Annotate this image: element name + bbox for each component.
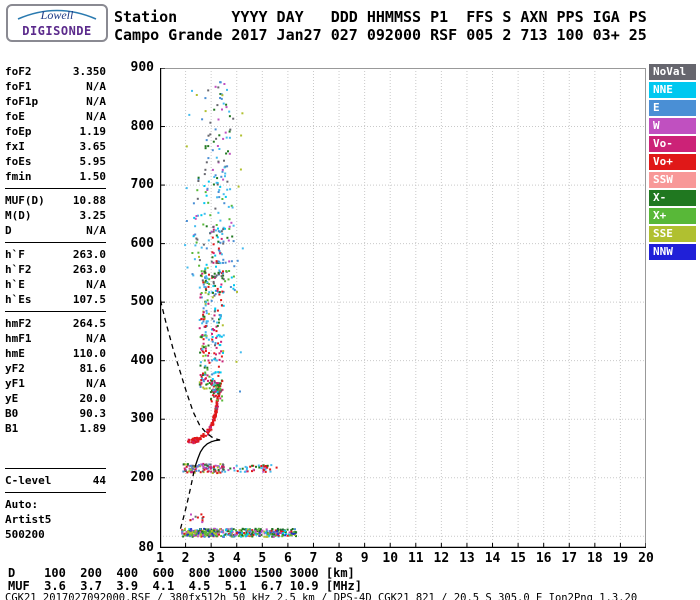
echo-points <box>181 81 298 538</box>
legend: NoVal NNE E W Vo- Vo+ SSW X- X+ SSE NNW <box>649 64 697 262</box>
y-tick-label: 80 <box>138 540 154 555</box>
distance-row: D 100 200 400 600 800 1000 1500 3000 [km… <box>8 566 355 580</box>
legend-item-noval: NoVal <box>649 64 696 80</box>
x-tick-label: 8 <box>335 551 343 566</box>
param-ye: yE 20.0 <box>5 392 106 405</box>
legend-item-nne: NNE <box>649 82 696 98</box>
x-tick-label: 19 <box>612 551 629 566</box>
param-hes: h`Es 107.5 <box>5 293 106 306</box>
x-tick-label: 1 <box>156 551 164 566</box>
param-fof1: foF1 N/A <box>5 80 106 93</box>
y-tick-label: 700 <box>130 177 154 193</box>
x-tick-label: 17 <box>561 551 578 566</box>
param-auto: Auto: <box>5 498 39 511</box>
legend-item-e: E <box>649 100 696 116</box>
param-yf1: yF1 N/A <box>5 377 106 390</box>
param-mufd: MUF(D) 10.88 <box>5 194 106 207</box>
x-tick-label: 5 <box>258 551 267 566</box>
y-tick-label: 200 <box>130 469 154 485</box>
profile-lines <box>160 300 221 529</box>
profile-solid <box>194 439 221 467</box>
grid-lines <box>160 68 646 548</box>
x-tick-label: 16 <box>535 551 552 566</box>
legend-item-w: W <box>649 118 696 134</box>
x-tick-label: 6 <box>283 551 292 566</box>
header-column-names: Station YYYY DAY DDD HHMMSS P1 FFS S AXN… <box>114 8 647 26</box>
param-foes: foEs 5.95 <box>5 155 106 168</box>
parameter-panel: foF2 3.350 foF1 N/A foF1p N/A foE N/A foEp 1.19 fx… <box>5 64 106 542</box>
param-fmin: fmin 1.50 <box>5 170 106 183</box>
param-he: h`E N/A <box>5 278 106 291</box>
param-hmf1: hmF1 N/A <box>5 332 106 345</box>
param-b1: B1 1.89 <box>5 422 106 435</box>
legend-item-vominus: Vo- <box>649 136 696 152</box>
param-foe: foE N/A <box>5 110 106 123</box>
param-fof2: foF2 3.350 <box>5 65 106 78</box>
param-d: D N/A <box>5 224 106 237</box>
x-tick-label: 12 <box>433 551 450 566</box>
param-hmf2: hmF2 264.5 <box>5 317 106 330</box>
param-separator <box>5 492 106 493</box>
param-separator <box>5 311 106 312</box>
x-tick-label: 11 <box>407 551 424 566</box>
x-tick-label: 20 <box>638 551 654 566</box>
param-hme: hmE 110.0 <box>5 347 106 360</box>
x-tick-label: 18 <box>587 551 603 566</box>
param-artist5: Artist5 <box>5 513 52 526</box>
logo-digisonde-text: DIGISONDE <box>22 24 92 38</box>
param-md: M(D) 3.25 <box>5 209 106 222</box>
legend-item-voplus: Vo+ <box>649 154 696 170</box>
param-separator <box>5 242 106 243</box>
lowell-digisonde-logo: Lowell DIGISONDE <box>6 4 108 42</box>
legend-item-ssw: SSW <box>649 172 696 188</box>
x-tick-label: 2 <box>181 551 190 566</box>
legend-item-sse: SSE <box>649 226 696 242</box>
x-tick-label: 3 <box>207 551 216 566</box>
param-foep: foEp 1.19 <box>5 125 106 138</box>
x-tick-label: 7 <box>309 551 318 566</box>
param-clevel: C-level 44 <box>5 474 106 487</box>
param-fxi: fxI 3.65 <box>5 140 106 153</box>
x-tick-label: 9 <box>360 551 369 566</box>
profile-dashed <box>160 300 221 441</box>
y-tick-label: 500 <box>130 294 154 310</box>
x-tick-label: 4 <box>232 551 241 566</box>
param-fof1p: foF1p N/A <box>5 95 106 108</box>
legend-item-xplus: X+ <box>649 208 696 224</box>
y-tick-label: 900 <box>130 60 154 75</box>
muf-row: MUF 3.6 3.7 3.9 4.1 4.5 5.1 6.7 10.9 [MH… <box>8 579 363 593</box>
legend-item-nnw: NNW <box>649 244 696 260</box>
logo-swoosh-icon <box>17 9 97 20</box>
param-separator <box>5 468 106 469</box>
footer-status-line: CGK21_2017027092000.RSF / 380fx512h 50 k… <box>5 592 638 600</box>
param-500200: 500200 <box>5 528 45 541</box>
y-tick-label: 400 <box>130 352 154 368</box>
y-tick-label: 600 <box>130 235 154 251</box>
legend-item-xminus: X- <box>649 190 696 206</box>
axes <box>160 68 646 548</box>
x-tick-label: 14 <box>484 551 501 566</box>
ionogram-plot <box>160 68 646 548</box>
param-hf2: h`F2 263.0 <box>5 263 106 276</box>
y-tick-label: 800 <box>130 118 154 134</box>
param-yf2: yF2 81.6 <box>5 362 106 375</box>
header-column-values: Campo Grande 2017 Jan27 027 092000 RSF 0… <box>114 26 647 44</box>
x-tick-label: 13 <box>459 551 475 566</box>
param-separator <box>5 188 106 189</box>
param-hf: h`F 263.0 <box>5 248 106 261</box>
x-tick-label: 15 <box>510 551 526 566</box>
y-tick-label: 300 <box>130 411 154 427</box>
logo-lowell-text: Lowell <box>40 8 74 22</box>
x-tick-label: 10 <box>382 551 399 566</box>
profile-dashed <box>179 465 196 529</box>
param-b0: B0 90.3 <box>5 407 106 420</box>
